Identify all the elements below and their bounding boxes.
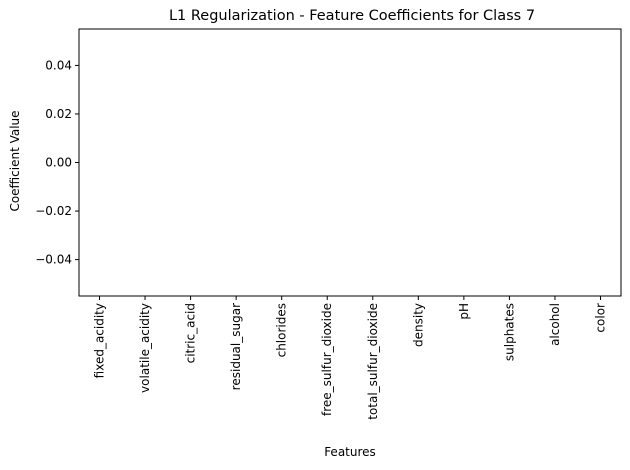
- x-tick-label: total_sulfur_dioxide: [366, 303, 380, 420]
- y-tick-label: −0.04: [35, 253, 72, 267]
- x-tick-label: alcohol: [548, 303, 562, 346]
- y-axis-label: Coefficient Value: [8, 110, 22, 211]
- x-tick-label: fixed_acidity: [93, 303, 107, 378]
- plot-area: −0.04 −0.02 0.00 0.02 0.04 fixed_acidity volat…: [35, 28, 622, 420]
- x-tick-label: free_sulfur_dioxide: [320, 303, 334, 416]
- x-tick-label: pH: [457, 303, 471, 320]
- x-tick-label: color: [594, 303, 608, 333]
- chart-title: L1 Regularization - Feature Coefficients…: [169, 8, 535, 24]
- x-axis-label: Features: [324, 445, 376, 459]
- axes-frame: [78, 28, 622, 297]
- y-tick-label: 0.00: [45, 156, 72, 170]
- x-tick-label: citric_acid: [184, 303, 198, 363]
- y-tick-label: 0.02: [45, 107, 72, 121]
- x-tick-label: volatile_acidity: [138, 303, 152, 393]
- y-tick-label: −0.02: [35, 204, 72, 218]
- x-tick-label: density: [411, 303, 425, 347]
- y-tick-label: 0.04: [45, 58, 72, 72]
- x-tick-label: sulphates: [502, 303, 516, 361]
- x-tick-label: chlorides: [275, 303, 289, 357]
- x-tick-label: residual_sugar: [229, 303, 243, 390]
